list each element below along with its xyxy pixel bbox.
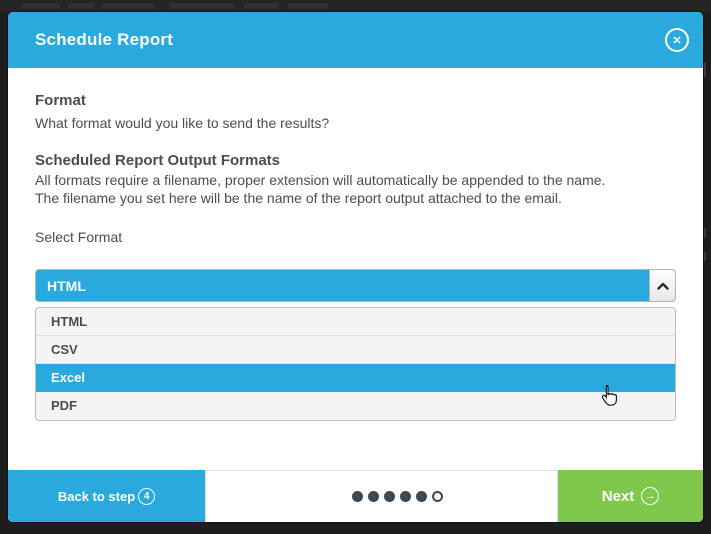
back-button-label: Back to step [57,488,136,504]
format-question-text: What format would you like to send the r… [35,115,330,131]
dimmed-background-text [68,3,94,9]
progress-dot-filled [400,491,411,502]
chevron-up-icon [656,282,669,290]
dimmed-background-text [102,3,154,9]
dimmed-background-text [170,3,234,9]
progress-dot-filled [384,491,395,502]
dimmed-background-text [22,3,60,9]
dimmed-background-artifact [704,252,706,261]
format-section-title: Format [35,92,86,109]
wizard-progress-area [205,470,558,522]
format-select-box[interactable]: HTML [35,269,676,302]
format-select-value: HTML [47,277,86,294]
arrow-right-icon: → [641,487,660,505]
output-formats-description-line1: All formats require a filename, proper e… [35,172,606,188]
close-button[interactable]: ✕ [665,28,689,52]
progress-dot-filled [416,491,427,502]
dimmed-background-strip [0,0,711,12]
modal-title: Schedule Report [35,30,174,49]
output-formats-title: Scheduled Report Output Formats [35,152,281,169]
dimmed-background-artifact [704,62,706,77]
next-button-label: Next [601,487,635,505]
select-format-label: Select Format [35,229,123,245]
progress-dot-open [432,491,443,502]
dimmed-background-artifact [704,228,706,238]
next-button[interactable]: Next → [558,470,703,522]
output-formats-description-line2: The filename you set here will be the na… [35,190,562,206]
back-to-step-button[interactable]: Back to step 4 [8,470,205,522]
modal-header: Schedule Report ✕ [8,12,703,68]
format-option-pdf[interactable]: PDF [51,398,77,413]
wizard-progress-dots [352,491,443,502]
format-option-excel[interactable]: Excel [36,364,675,392]
format-option-html[interactable]: HTML [36,308,675,336]
progress-dot-filled [368,491,379,502]
dimmed-background-text [288,3,328,9]
step-number-badge: 4 [138,487,156,505]
modal-footer: Back to step 4 Next → [8,470,703,522]
format-option-csv[interactable]: CSV [36,336,675,364]
format-select-toggle[interactable] [649,270,675,301]
progress-dot-filled [352,491,363,502]
format-option-list: HTML CSV Excel PDF [35,307,676,421]
close-icon: ✕ [672,34,682,47]
schedule-report-modal: Schedule Report ✕ Format What format wou… [8,12,703,522]
dimmed-background-text [244,3,278,9]
